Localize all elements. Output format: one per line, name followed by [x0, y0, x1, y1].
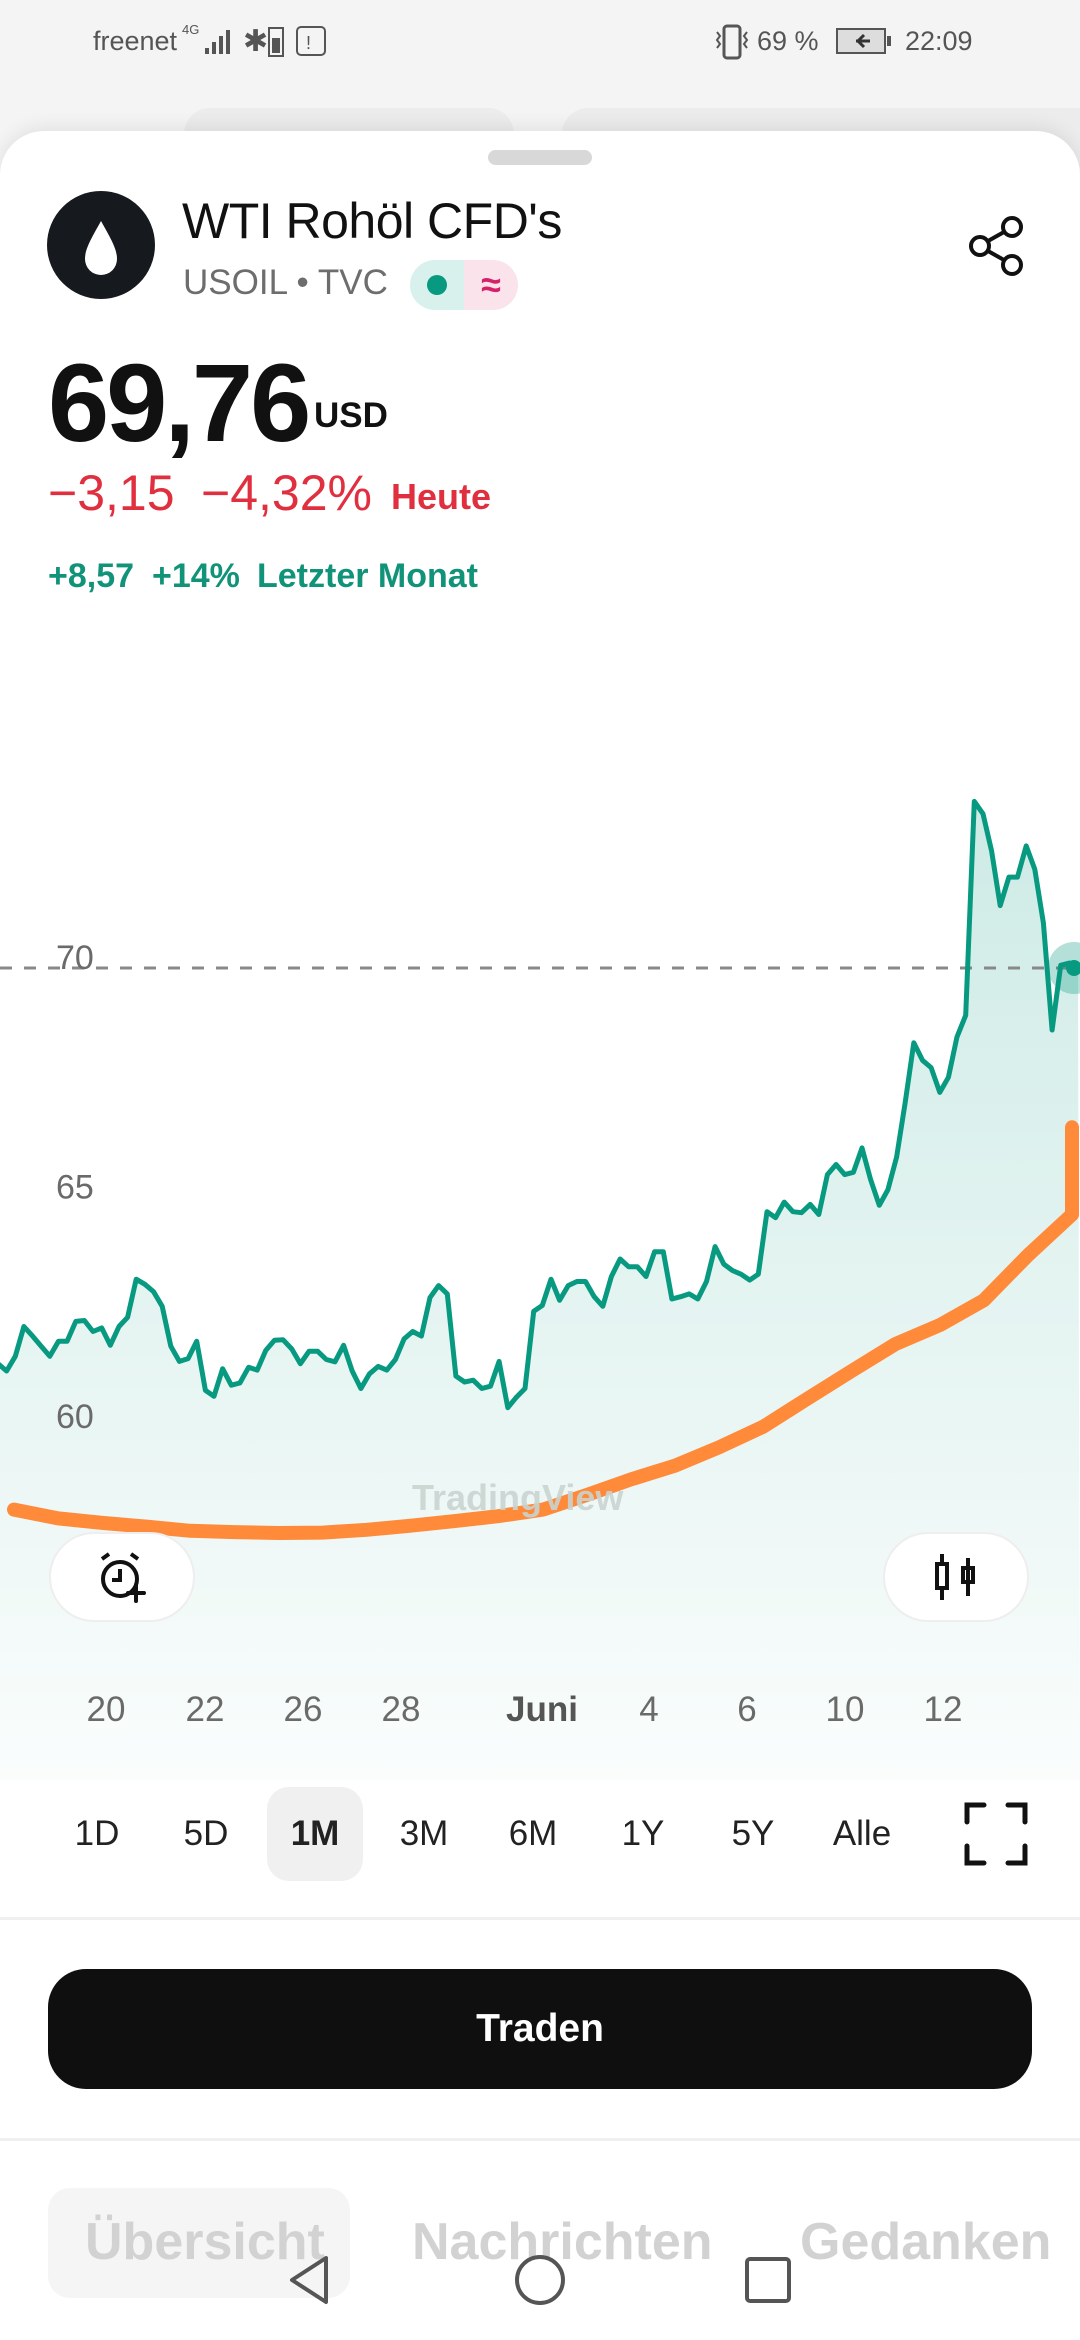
tab-selected-background [48, 2188, 350, 2298]
symbol-ticker: USOIL [183, 263, 287, 302]
divider [0, 1917, 1080, 1920]
last-price: 69,76 [48, 342, 311, 465]
market-open-dot-icon [427, 275, 447, 295]
today-label: Heute [391, 476, 492, 517]
y-tick-label: 60 [56, 1398, 94, 1436]
change-today: −3,15 [48, 465, 175, 521]
signal-icon [205, 30, 230, 54]
x-tick-label: 4 [639, 1690, 659, 1729]
share-icon[interactable] [966, 214, 1026, 278]
timeframe-1y[interactable]: 1Y [621, 1814, 665, 1853]
x-tick-label: 12 [923, 1690, 963, 1729]
y-tick-label: 70 [56, 939, 94, 977]
separator: • [296, 263, 309, 302]
drag-handle[interactable] [488, 150, 592, 165]
back-icon[interactable] [280, 2250, 340, 2310]
change-month-percent: +14% [152, 557, 240, 595]
svg-text:!: ! [306, 33, 311, 53]
symbol-subtitle: USOIL • TVC [183, 263, 388, 303]
fullscreen-icon[interactable] [964, 1802, 1028, 1866]
timeframe-1d[interactable]: 1D [74, 1814, 120, 1853]
home-icon[interactable] [510, 2250, 570, 2310]
candlestick-icon [935, 1554, 975, 1600]
x-tick-label: 20 [86, 1690, 126, 1729]
currency: USD [314, 396, 388, 435]
timeframe-alle[interactable]: Alle [832, 1814, 892, 1853]
add-alert-button[interactable] [49, 1532, 195, 1622]
carrier: freenet [93, 26, 178, 56]
status-bar: freenet 4G ✱ ! 69 % 22:09 [0, 0, 1080, 90]
tab-ideas[interactable]: Gedanken [800, 2213, 1052, 2271]
x-tick-label: 22 [185, 1690, 225, 1729]
x-tick-label: 10 [825, 1690, 865, 1729]
trade-button[interactable]: Traden [48, 1969, 1032, 2089]
chart-type-button[interactable] [883, 1532, 1029, 1622]
timeframe-1m[interactable]: 1M [267, 1787, 363, 1881]
y-tick-label: 65 [56, 1169, 94, 1207]
bluetooth-icon: ✱ [243, 25, 269, 58]
last-price-marker [1066, 960, 1080, 977]
change-month: +8,57 [48, 557, 135, 595]
x-tick-label: 6 [737, 1690, 757, 1729]
symbol-title: WTI Rohöl CFD's [182, 193, 562, 249]
moving-average-line [7, 1120, 1079, 1540]
x-tick-label: 26 [283, 1690, 323, 1729]
change-today-percent: −4,32% [201, 465, 372, 521]
recents-icon[interactable] [738, 2250, 798, 2310]
price-area-fill [0, 801, 1080, 1780]
approx-icon: ≈ [464, 260, 518, 310]
oil-drop-icon [47, 191, 155, 299]
battery-icon [836, 28, 891, 54]
market-status-badge[interactable]: ≈ [410, 260, 518, 310]
timeframe-6m[interactable]: 6M [508, 1814, 558, 1853]
x-tick-label: 28 [381, 1690, 421, 1729]
exchange: TVC [317, 263, 388, 302]
month-label: Letzter Monat [257, 557, 478, 595]
x-tick-label: Juni [506, 1690, 578, 1729]
tab-overview[interactable]: Übersicht [85, 2213, 325, 2271]
timeframe-5d[interactable]: 5D [183, 1814, 229, 1853]
timeframe-5y[interactable]: 5Y [731, 1814, 775, 1853]
divider [0, 2138, 1080, 2141]
network-type: 4G [182, 22, 200, 37]
price-chart[interactable]: TradingView 70 65 60 [0, 620, 1080, 1780]
tradingview-watermark: TradingView [412, 1477, 624, 1518]
clock: 22:09 [905, 26, 973, 56]
last-price-halo [1048, 942, 1080, 995]
tab-news[interactable]: Nachrichten [412, 2213, 713, 2271]
battery-small-icon [268, 27, 284, 57]
notification-icon: ! [296, 26, 326, 56]
alarm-plus-icon [100, 1552, 146, 1603]
price-line [0, 798, 1080, 1411]
vibrate-icon [715, 24, 749, 60]
timeframe-3m[interactable]: 3M [399, 1814, 449, 1853]
battery-percent: 69 % [757, 26, 819, 56]
